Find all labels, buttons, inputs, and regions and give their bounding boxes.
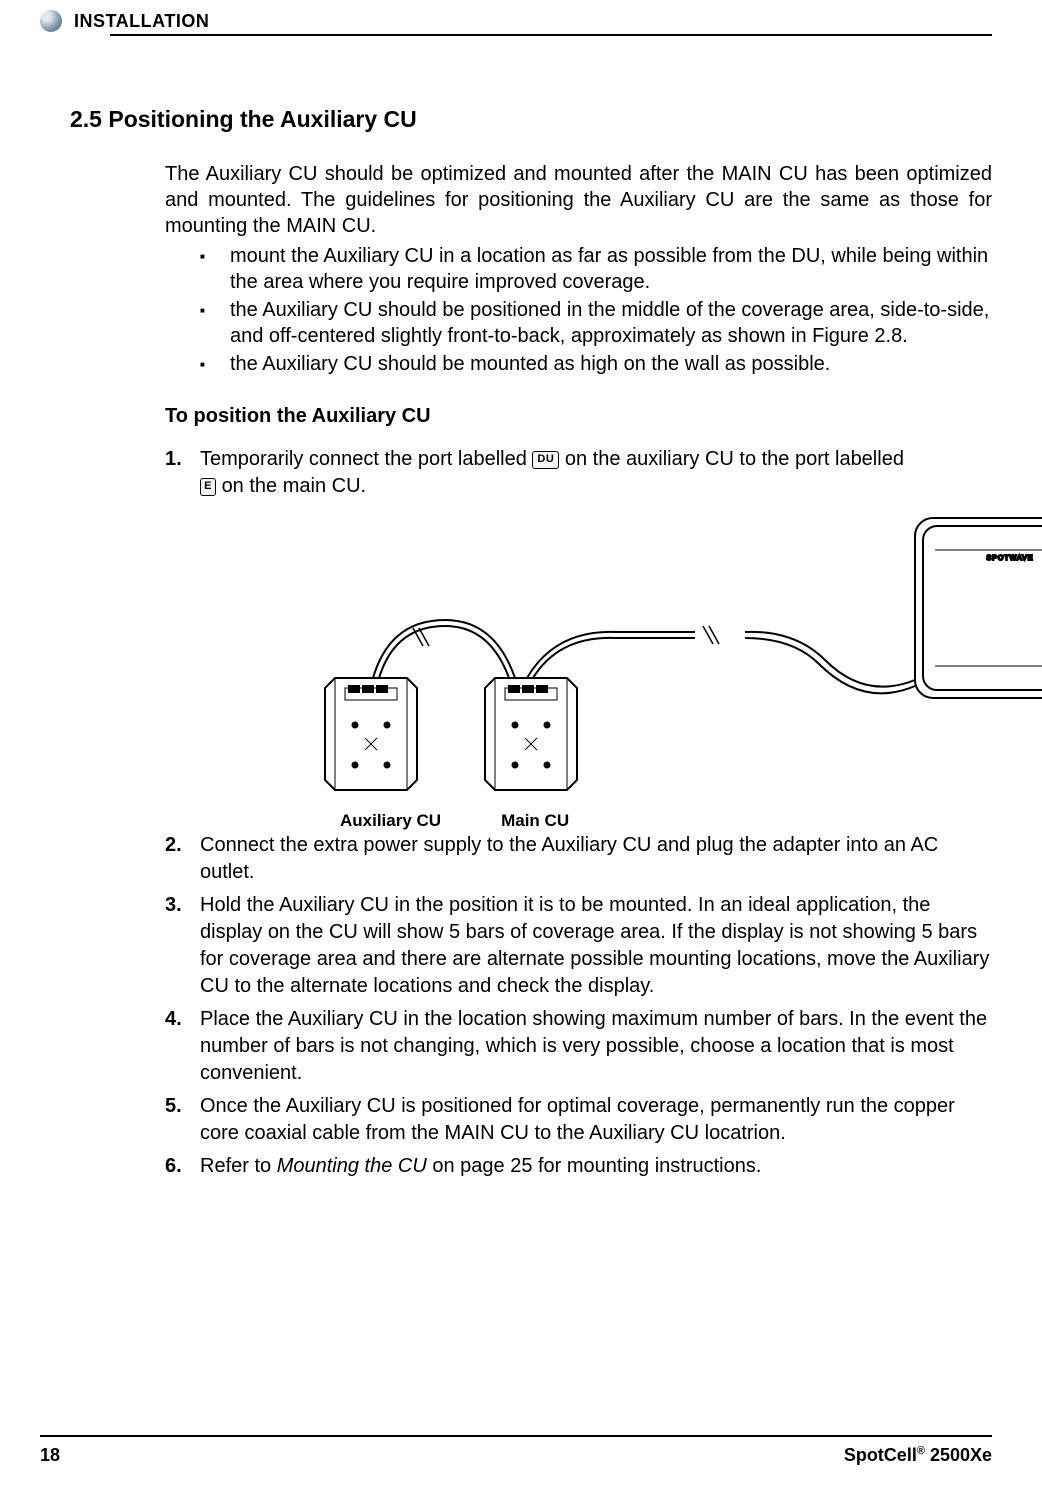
bullet-item: the Auxiliary CU should be mounted as hi… [200,351,992,377]
fig-label-main: Main CU [501,810,569,833]
aux-cu-unit [325,678,417,790]
product-name: SpotCell® 2500Xe [844,1445,992,1466]
bullet-item: mount the Auxiliary CU in a location as … [200,243,992,295]
step1-text-a: Temporarily connect the port labelled [200,448,532,470]
numbered-list: Temporarily connect the port labelled DU… [165,446,992,1180]
main-cu-unit [485,678,577,790]
step1-text-b: on the auxiliary CU to the port labelled [565,448,904,470]
page-footer: 18 SpotCell® 2500Xe [40,1435,992,1466]
antenna-unit: SPOTWAVE [915,518,1042,698]
step6-italic: Mounting the CU [277,1155,427,1177]
bullet-list: mount the Auxiliary CU in a location as … [200,243,992,377]
footer-rule [40,1435,992,1437]
header-rule [110,34,992,36]
svg-text:SPOTWAVE: SPOTWAVE [987,555,1034,562]
page-header: INSTALLATION [40,10,992,32]
logo-icon [40,10,62,32]
page-number: 18 [40,1445,60,1466]
step1-text-c: on the main CU. [222,475,367,497]
sub-heading: To position the Auxiliary CU [165,405,992,428]
intro-paragraph: The Auxiliary CU should be optimized and… [165,161,992,239]
step-5: Once the Auxiliary CU is positioned for … [165,1093,992,1147]
step-1: Temporarily connect the port labelled DU… [165,446,992,820]
connection-diagram: SPOTWAVE [295,510,992,820]
port-du-icon: DU [532,451,559,469]
bullet-item: the Auxiliary CU should be positioned in… [200,297,992,349]
step6-b: on page 25 for mounting instructions. [427,1155,762,1177]
port-e-icon: E [200,478,216,496]
fig-label-aux: Auxiliary CU [340,810,441,833]
section-heading: 2.5 Positioning the Auxiliary CU [70,106,992,133]
step6-a: Refer to [200,1155,277,1177]
step-6: Refer to Mounting the CU on page 25 for … [165,1153,992,1180]
step-3: Hold the Auxiliary CU in the position it… [165,892,992,1000]
step-4: Place the Auxiliary CU in the location s… [165,1006,992,1087]
step-2: Connect the extra power supply to the Au… [165,832,992,886]
header-title: INSTALLATION [74,11,209,32]
diagram-svg: SPOTWAVE [295,510,1042,810]
